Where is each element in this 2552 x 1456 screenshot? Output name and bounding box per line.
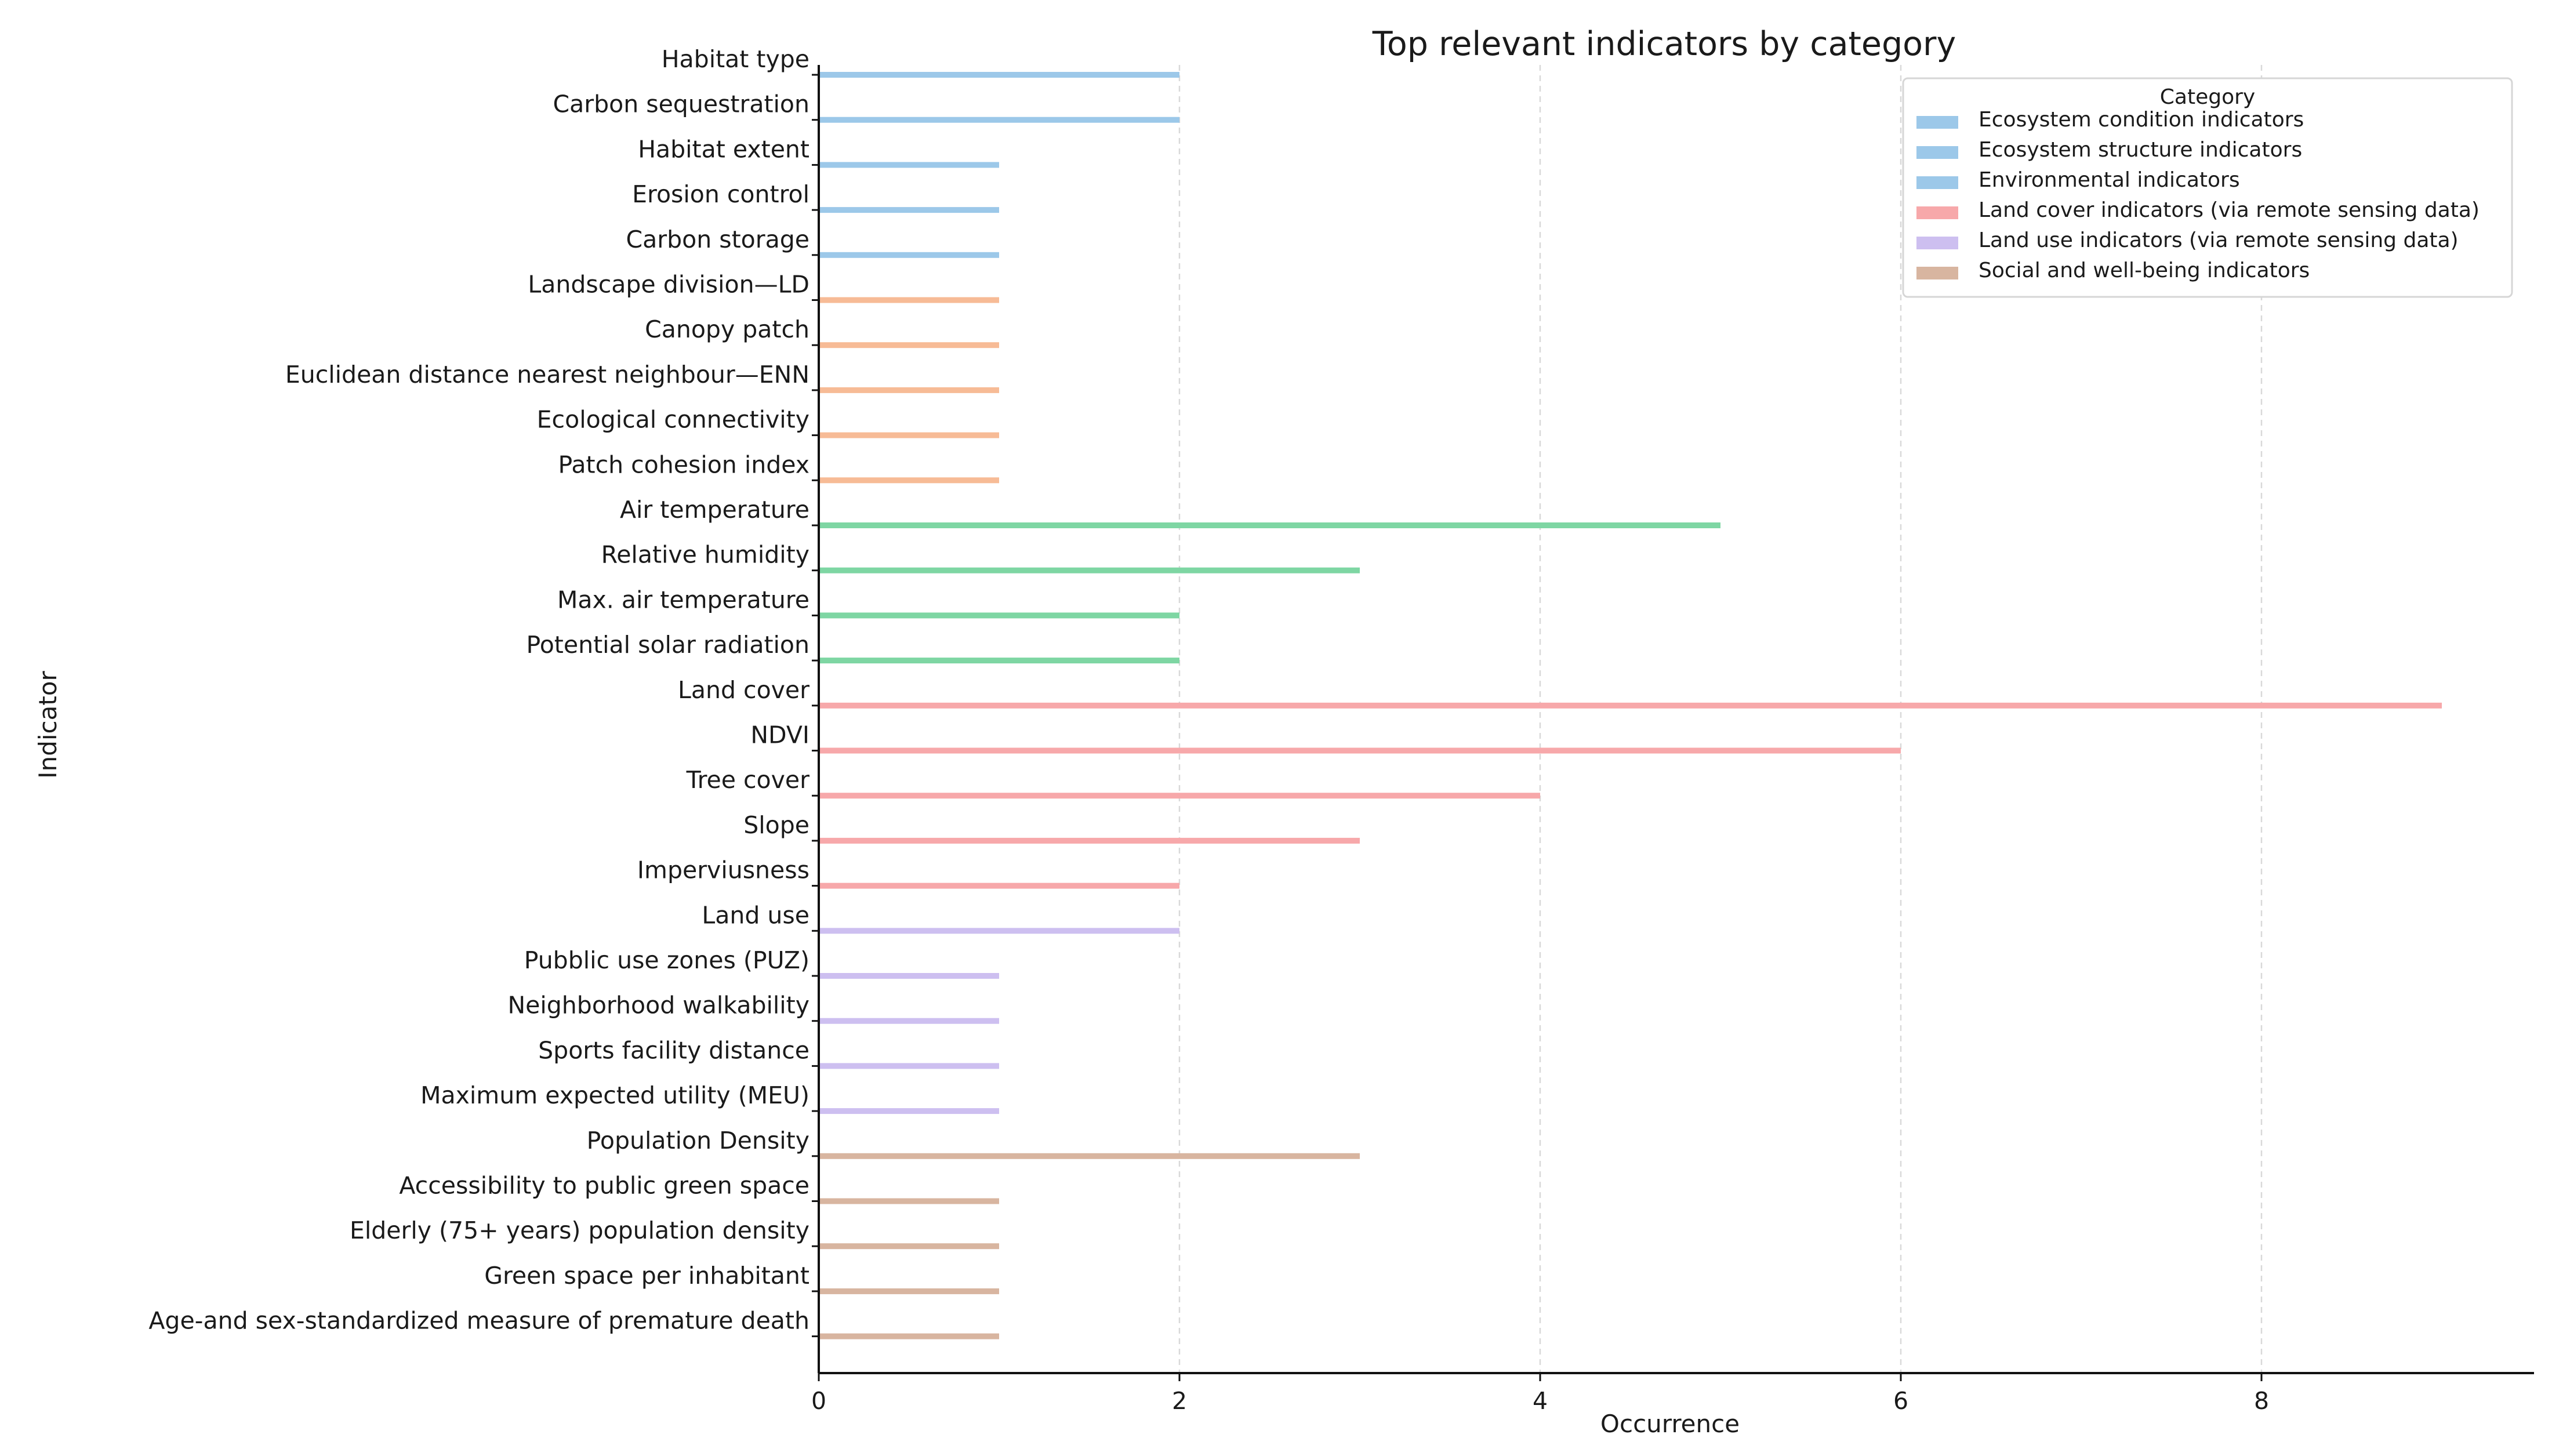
x-axis-label: Occurrence <box>1600 1410 1740 1438</box>
y-tick-label: Slope <box>743 811 809 839</box>
y-tick-label: Elderly (75+ years) population density <box>350 1217 809 1244</box>
y-tick-label: Ecological connectivity <box>537 406 809 434</box>
y-tick-label: Euclidean distance nearest neighbour—ENN <box>285 361 809 388</box>
x-tick-label: 0 <box>811 1387 826 1415</box>
bar <box>820 342 999 348</box>
x-tick-label: 8 <box>2254 1387 2269 1415</box>
y-tick-label: Patch cohesion index <box>558 451 809 478</box>
y-tick-label: Carbon sequestration <box>553 90 809 118</box>
bar <box>820 747 1901 754</box>
y-tick-label: Imperviusness <box>637 856 809 884</box>
legend-label: Land cover indicators (via remote sensin… <box>1979 198 2480 222</box>
legend-label: Land use indicators (via remote sensing … <box>1979 228 2459 252</box>
legend-swatch <box>1916 237 1958 249</box>
y-tick-label: Habitat type <box>662 45 809 73</box>
y-tick-label: Potential solar radiation <box>526 631 809 659</box>
bar <box>820 1018 999 1024</box>
y-tick-label: Habitat extent <box>638 135 809 163</box>
y-tick-label: Max. air temperature <box>557 586 809 613</box>
bar <box>820 793 1540 799</box>
bar <box>820 297 999 303</box>
y-tick-label: Maximum expected utility (MEU) <box>420 1081 809 1109</box>
bar <box>820 522 1720 528</box>
bar <box>820 162 999 168</box>
legend-swatch <box>1916 146 1958 159</box>
y-tick-label: NDVI <box>750 721 809 749</box>
bar <box>820 1063 999 1069</box>
bar <box>820 837 1360 844</box>
bar <box>820 252 999 258</box>
bar <box>820 1153 1360 1159</box>
bar <box>820 973 999 979</box>
legend: Category Ecosystem condition indicatorsE… <box>1902 77 2513 298</box>
bar <box>820 117 1179 123</box>
bar <box>820 432 999 438</box>
bar <box>820 928 1179 934</box>
bar <box>820 658 1179 664</box>
bar <box>820 612 1179 619</box>
chart-title: Top relevant indicators by category <box>1372 25 1956 63</box>
y-tick-label: Landscape division—LD <box>528 271 809 299</box>
legend-label: Ecosystem condition indicators <box>1979 108 2304 132</box>
bar <box>820 1198 999 1204</box>
y-tick-labels: Habitat type Carbon sequestration Habitat … <box>148 45 819 1338</box>
bar <box>820 72 1179 78</box>
axis-layer <box>818 65 2534 1374</box>
bar <box>820 883 1179 889</box>
y-tick-label: Carbon storage <box>626 226 810 253</box>
y-tick-label: Erosion control <box>632 180 809 208</box>
legend-label: Environmental indicators <box>1979 168 2240 192</box>
bar <box>820 387 999 393</box>
y-tick-label: Sports facility distance <box>538 1036 809 1064</box>
y-tick-label: Population Density <box>587 1127 809 1154</box>
legend-swatch <box>1916 116 1958 129</box>
legend-items: Ecosystem condition indicators Ecosystem … <box>1916 108 2480 282</box>
legend-label: Ecosystem structure indicators <box>1979 138 2302 162</box>
y-tick-label: Relative humidity <box>601 541 809 569</box>
y-tick-label: Age-and sex-standardized measure of prem… <box>148 1307 809 1335</box>
x-tick-labels: 0 2 4 6 8 <box>811 1373 2269 1415</box>
bar <box>820 207 999 213</box>
bar <box>820 1333 999 1339</box>
bar <box>820 1108 999 1114</box>
y-tick-label: Accessibility to public green space <box>399 1172 809 1200</box>
y-tick-label: Land use <box>702 901 809 929</box>
bar <box>820 567 1360 573</box>
legend-frame <box>1902 77 2513 298</box>
legend-title: Category <box>2160 85 2255 109</box>
bar <box>820 477 999 484</box>
y-axis-label: Indicator <box>34 670 62 778</box>
x-tick-label: 4 <box>1533 1387 1548 1415</box>
y-tick-label: Neighborhood walkability <box>508 992 810 1019</box>
y-tick-label: Tree cover <box>686 766 810 794</box>
legend-swatch <box>1916 267 1958 279</box>
legend-swatch <box>1916 176 1958 189</box>
y-tick-label: Canopy patch <box>645 315 809 343</box>
y-tick-label: Air temperature <box>620 496 809 524</box>
bar <box>820 1288 999 1294</box>
x-tick-label: 2 <box>1172 1387 1187 1415</box>
y-tick-label: Land cover <box>678 676 809 704</box>
y-tick-label: Pubblic use zones (PUZ) <box>524 946 809 974</box>
legend-swatch <box>1916 206 1958 219</box>
bar-layer <box>820 72 2442 1339</box>
legend-label: Social and well-being indicators <box>1979 259 2310 282</box>
x-tick-label: 6 <box>1893 1387 1908 1415</box>
y-tick-label: Green space per inhabitant <box>484 1262 809 1290</box>
bar <box>820 702 2442 709</box>
bar <box>820 1243 999 1250</box>
